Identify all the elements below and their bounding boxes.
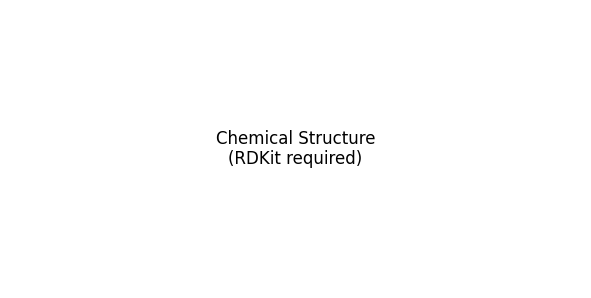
Text: Chemical Structure
(RDKit required): Chemical Structure (RDKit required) (216, 130, 375, 168)
